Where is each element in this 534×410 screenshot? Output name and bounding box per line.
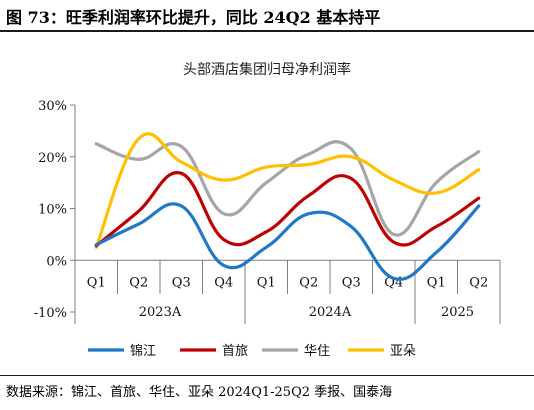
x-tick-label: Q2: [469, 275, 488, 290]
year-label: 2025: [441, 305, 474, 320]
y-tick-label: 30%: [38, 99, 67, 114]
chart-legend: 锦江 首旅 华住 亚朵: [88, 344, 416, 359]
title-rule: [0, 30, 534, 32]
x-tick-label: Q1: [427, 275, 446, 290]
legend-label: 亚朵: [390, 344, 416, 359]
year-label: 2024A: [309, 305, 352, 320]
source-note: 数据来源：锦江、首旅、华住、亚朵 2024Q1-25Q2 季报、国泰海: [6, 385, 393, 400]
year-label: 2023A: [139, 305, 182, 320]
series-line: [94, 140, 481, 237]
legend-label: 华住: [304, 344, 330, 359]
chart-title: 头部酒店集团归母净利润率: [183, 61, 351, 78]
x-tick-label: Q4: [214, 275, 233, 290]
x-tick-label: Q3: [172, 275, 191, 290]
legend-label: 首旅: [222, 344, 248, 359]
figure-title: 图 73：旺季利润率环比提升，同比 24Q2 基本持平: [6, 8, 381, 27]
x-tick-label: Q1: [257, 275, 276, 290]
y-tick-label: -10%: [34, 306, 67, 321]
y-tick-label: 20%: [38, 151, 67, 166]
series-line: [94, 171, 481, 248]
series-line: [94, 132, 481, 249]
x-tick-label: Q2: [129, 275, 148, 290]
legend-label: 锦江: [130, 344, 156, 359]
source-rule: [0, 375, 534, 376]
y-tick-label: 0%: [46, 254, 67, 269]
chart-series: [94, 132, 481, 281]
x-tick-label: Q1: [87, 275, 106, 290]
series-line: [94, 202, 481, 281]
chart-canvas: 头部酒店集团归母净利润率 30% 20% 10% 0% -10% Q1 Q2 Q3 Q4 Q1 Q2…: [34, 61, 501, 359]
x-tick-label: Q2: [299, 275, 318, 290]
chart-axes: 30%20%10%0%-10%Q1 Q2 Q3 Q4 Q1 Q2 Q3 Q4 Q1 Q22023A…: [34, 99, 501, 324]
y-tick-label: 10%: [38, 203, 67, 218]
x-tick-label: Q3: [342, 275, 361, 290]
